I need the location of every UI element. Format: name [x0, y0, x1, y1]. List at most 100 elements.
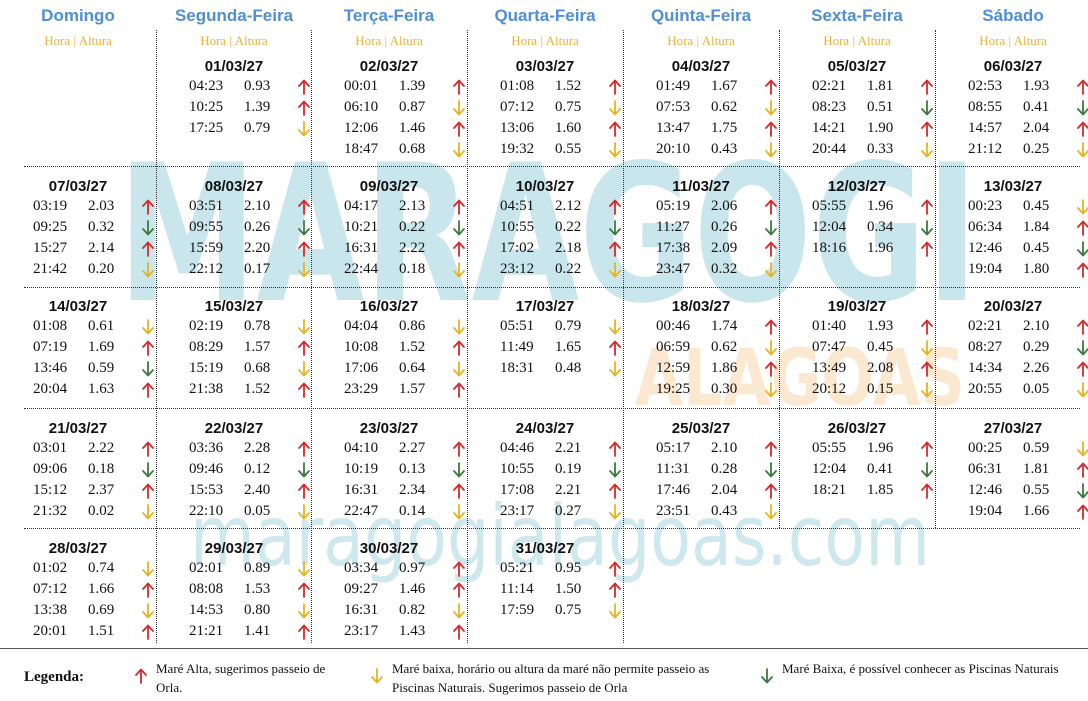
- tide-time: 03:19: [33, 198, 68, 214]
- legend-item-low-tide-orla: Maré baixa, horário ou altura da maré nã…: [392, 661, 710, 695]
- arrow-down-yellow-icon: [920, 339, 934, 360]
- tide-time: 03:36: [189, 440, 224, 456]
- tide-height: 2.34: [399, 482, 426, 498]
- tide-height: 0.48: [555, 360, 582, 376]
- arrow-up-red-icon: [141, 198, 155, 219]
- tide-height: 1.65: [555, 339, 582, 355]
- tide-time: 19:04: [968, 503, 1003, 519]
- tide-row: 16:31 2.34: [314, 482, 465, 503]
- date-label: 07/03/27: [48, 178, 108, 195]
- tide-time: 21:21: [189, 623, 224, 639]
- tide-time: 23:12: [500, 261, 535, 277]
- arrow-up-red-icon: [1076, 78, 1088, 99]
- tide-height: 1.66: [88, 581, 115, 597]
- arrow-up-red-icon: [764, 198, 778, 219]
- tide-row: 01:49 1.67: [626, 78, 778, 99]
- date-label: 14/03/27: [48, 298, 108, 315]
- tide-height: 2.18: [555, 240, 582, 256]
- tide-height: 2.13: [399, 198, 426, 214]
- tide-height: 0.89: [244, 560, 271, 576]
- tide-time: 13:38: [33, 602, 68, 618]
- tide-row: 21:21 1.41: [159, 623, 310, 644]
- tide-row: 17:02 2.18: [470, 240, 621, 261]
- arrow-up-red-icon: [764, 78, 778, 99]
- grid-divider: [156, 30, 157, 643]
- tide-height: 2.27: [399, 440, 426, 456]
- date-label: 08/03/27: [204, 178, 264, 195]
- tide-height: 2.09: [711, 240, 738, 256]
- tide-height: 1.93: [1023, 78, 1050, 94]
- tide-row: 21:42 0.20: [3, 261, 154, 282]
- tide-time: 08:27: [968, 339, 1003, 355]
- arrow-down-green-icon: [920, 219, 934, 240]
- date-label: 13/03/27: [983, 178, 1043, 195]
- date-label: 27/03/27: [983, 420, 1043, 437]
- tide-time: 09:06: [33, 461, 68, 477]
- tide-row: 07:53 0.62: [626, 99, 777, 120]
- tide-time: 14:57: [968, 120, 1003, 136]
- legend-item-low-tide-pools: Maré Baixa, é possível conhecer as Pisci…: [782, 661, 1059, 676]
- tide-height: 0.05: [1023, 381, 1050, 397]
- tide-row: 03:51 2.10: [159, 198, 311, 219]
- tide-time: 17:08: [500, 482, 535, 498]
- grid-divider: [24, 528, 1080, 529]
- tide-time: 23:29: [344, 381, 379, 397]
- tide-height: 0.45: [867, 339, 894, 355]
- arrow-down-yellow-icon: [452, 99, 466, 120]
- legend: Legenda: Maré Alta, sugerimos passeio de…: [0, 655, 1088, 701]
- arrow-down-green-icon: [1076, 99, 1088, 120]
- tide-row: 09:55 0.26: [159, 219, 310, 240]
- tide-height: 1.60: [555, 120, 582, 136]
- tide-height: 0.82: [399, 602, 426, 618]
- tide-height: 2.04: [711, 482, 738, 498]
- grid-divider: [311, 30, 312, 643]
- arrow-up-red-icon: [1076, 503, 1088, 524]
- arrow-down-yellow-icon: [141, 602, 155, 623]
- tide-row: 15:53 2.40: [159, 482, 310, 503]
- tide-height: 2.21: [555, 440, 582, 456]
- tide-row: 22:10 0.05: [159, 503, 310, 524]
- arrow-up-red-icon: [764, 120, 778, 141]
- tide-height: 1.86: [711, 360, 738, 376]
- tide-height: 0.26: [244, 219, 271, 235]
- arrow-up-red-icon: [452, 560, 466, 581]
- tide-height: 0.22: [555, 261, 582, 277]
- tide-height: 2.22: [88, 440, 115, 456]
- tide-height: 1.41: [244, 623, 271, 639]
- arrow-down-yellow-icon: [608, 318, 622, 339]
- arrow-up-red-icon: [297, 240, 311, 261]
- tide-height: 0.20: [88, 261, 115, 277]
- tide-row: 06:10 0.87: [314, 99, 466, 120]
- tide-time: 09:46: [189, 461, 224, 477]
- tide-time: 05:17: [656, 440, 691, 456]
- arrow-down-green-icon: [141, 360, 155, 381]
- tide-row: 09:06 0.18: [3, 461, 154, 482]
- arrow-up-red-icon: [608, 339, 622, 360]
- arrow-down-green-icon: [452, 219, 466, 240]
- arrow-up-red-icon: [608, 560, 622, 581]
- tide-row: 23:29 1.57: [314, 381, 465, 402]
- tide-height: 1.51: [88, 623, 115, 639]
- tide-row: 05:19 2.06: [626, 198, 778, 219]
- tide-time: 09:27: [344, 581, 379, 597]
- arrow-up-red-icon: [297, 198, 311, 219]
- tide-height: 1.50: [555, 581, 582, 597]
- tide-height: 0.78: [244, 318, 271, 334]
- arrow-up-red-icon: [764, 360, 778, 381]
- tide-height: 0.29: [1023, 339, 1050, 355]
- arrow-down-green-icon: [920, 99, 934, 120]
- date-label: 09/03/27: [359, 178, 419, 195]
- arrow-down-yellow-icon: [608, 503, 622, 524]
- tide-row: 23:17 0.27: [470, 503, 622, 524]
- arrow-up-red-icon: [920, 440, 934, 461]
- tide-row: 15:12 2.37: [3, 482, 154, 503]
- tide-time: 17:02: [500, 240, 535, 256]
- tide-time: 00:01: [344, 78, 379, 94]
- tide-time: 15:12: [33, 482, 68, 498]
- tide-row: 22:12 0.17: [159, 261, 310, 282]
- tide-time: 21:12: [968, 141, 1003, 157]
- arrow-down-yellow-icon: [452, 360, 466, 381]
- tide-height: 0.55: [555, 141, 582, 157]
- tide-height: 0.30: [711, 381, 738, 397]
- tide-time: 10:08: [344, 339, 379, 355]
